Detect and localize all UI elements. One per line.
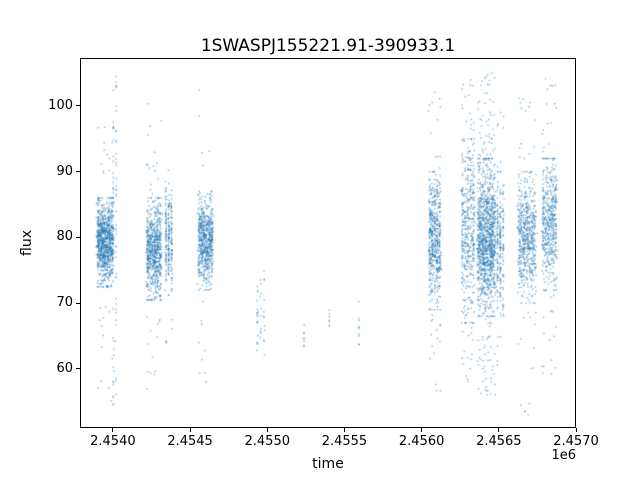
- y-tick-label: 70: [56, 295, 73, 311]
- x-tick-label: 2.4550: [244, 434, 291, 449]
- x-tick-label: 2.4545: [167, 434, 213, 449]
- y-tick-label: 100: [48, 97, 73, 113]
- x-tick-mark: [343, 428, 345, 432]
- y-tick-label: 60: [56, 360, 73, 376]
- x-tick-label: 2.4570: [553, 434, 599, 449]
- chart-title: 1SWASPJ155221.91-390933.1: [200, 36, 456, 56]
- x-axis-offset-label: 1e6: [551, 448, 576, 463]
- plot-area: [80, 58, 576, 428]
- x-tick-mark: [575, 428, 577, 432]
- x-tick-mark: [189, 428, 191, 432]
- y-axis-label: flux: [19, 230, 35, 256]
- y-tick-label: 80: [56, 229, 73, 245]
- y-tick-label: 90: [56, 163, 73, 179]
- x-tick-mark: [266, 428, 268, 432]
- x-tick-mark: [421, 428, 423, 432]
- x-tick-mark: [498, 428, 500, 432]
- x-tick-label: 2.4560: [398, 434, 445, 449]
- scatter-plot-canvas: [80, 58, 576, 428]
- x-tick-label: 2.4565: [476, 434, 522, 449]
- x-tick-mark: [112, 428, 114, 432]
- x-tick-label: 2.4555: [321, 434, 368, 449]
- x-tick-label: 2.4540: [90, 434, 136, 449]
- x-axis-label: time: [312, 456, 344, 472]
